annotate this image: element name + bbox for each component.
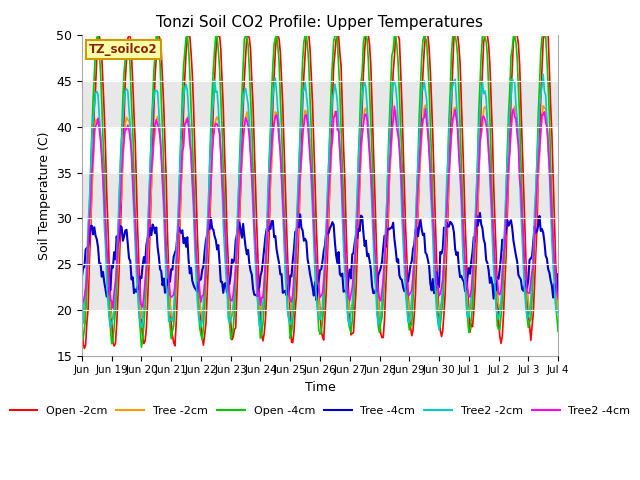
Tree -2cm [81, 319, 88, 325]
Tree2 -4cm [390, 103, 398, 109]
Tree -4cm [476, 210, 484, 216]
Open -4cm [554, 328, 562, 334]
Open -4cm [94, 33, 102, 38]
Line: Tree2 -4cm: Tree2 -4cm [82, 106, 558, 308]
Tree -4cm [410, 242, 418, 248]
Open -4cm [412, 239, 419, 245]
Open -2cm [276, 49, 284, 55]
Tree -2cm [554, 308, 562, 313]
Tree2 -2cm [435, 327, 443, 333]
Tree2 -4cm [109, 305, 116, 311]
Open -4cm [397, 124, 404, 130]
Tree -2cm [78, 315, 86, 321]
Tree -4cm [120, 234, 128, 240]
Tree -2cm [422, 102, 429, 108]
Tree -4cm [312, 297, 320, 303]
Open -4cm [332, 33, 340, 38]
Tree2 -4cm [331, 113, 339, 119]
Tree2 -2cm [409, 272, 417, 278]
Open -4cm [89, 96, 97, 102]
Title: Tonzi Soil CO2 Profile: Upper Temperatures: Tonzi Soil CO2 Profile: Upper Temperatur… [157, 15, 483, 30]
Tree2 -2cm [120, 98, 128, 104]
Open -4cm [138, 344, 145, 350]
Tree -4cm [554, 271, 562, 277]
Tree -4cm [274, 254, 282, 260]
Open -4cm [122, 56, 129, 61]
Open -2cm [412, 291, 419, 297]
Open -2cm [332, 36, 340, 42]
Tree2 -4cm [412, 239, 419, 245]
Open -4cm [78, 331, 86, 337]
Line: Tree -2cm: Tree -2cm [82, 105, 558, 322]
Tree2 -4cm [397, 163, 404, 168]
Tree2 -4cm [275, 137, 283, 143]
Tree2 -4cm [122, 125, 129, 131]
Tree -2cm [331, 108, 339, 114]
Open -2cm [95, 33, 103, 38]
Tree -4cm [396, 273, 403, 278]
Open -2cm [397, 66, 404, 72]
Tree2 -4cm [78, 303, 86, 309]
Tree2 -2cm [78, 324, 86, 329]
Tree2 -4cm [554, 296, 562, 301]
Bar [82, 81, 558, 127]
Bar [82, 173, 558, 218]
X-axis label: Time: Time [305, 381, 335, 394]
Tree2 -2cm [89, 117, 97, 123]
Text: TZ_soilco2: TZ_soilco2 [89, 43, 157, 56]
Bar [82, 264, 558, 310]
Tree2 -4cm [89, 156, 97, 162]
Y-axis label: Soil Temperature (C): Soil Temperature (C) [38, 131, 51, 260]
Tree2 -2cm [540, 72, 547, 77]
Tree -4cm [78, 275, 86, 280]
Tree -4cm [331, 239, 339, 245]
Open -2cm [78, 317, 86, 323]
Tree -2cm [275, 128, 283, 133]
Open -4cm [276, 94, 284, 100]
Tree2 -2cm [394, 120, 402, 125]
Open -2cm [90, 105, 98, 110]
Tree2 -2cm [554, 308, 562, 314]
Tree -2cm [122, 120, 129, 126]
Open -2cm [81, 346, 88, 351]
Open -2cm [123, 56, 131, 62]
Tree -2cm [396, 139, 403, 144]
Tree -4cm [89, 231, 97, 237]
Tree -2cm [90, 139, 98, 145]
Open -2cm [554, 306, 562, 312]
Line: Tree -4cm: Tree -4cm [82, 213, 558, 300]
Line: Open -4cm: Open -4cm [82, 36, 558, 347]
Line: Tree2 -2cm: Tree2 -2cm [82, 74, 558, 330]
Line: Open -2cm: Open -2cm [82, 36, 558, 348]
Legend: Open -2cm, Tree -2cm, Open -4cm, Tree -4cm, Tree2 -2cm, Tree2 -4cm: Open -2cm, Tree -2cm, Open -4cm, Tree -4… [5, 402, 635, 420]
Tree2 -2cm [274, 108, 282, 114]
Tree -2cm [410, 277, 418, 283]
Tree2 -2cm [330, 90, 337, 96]
